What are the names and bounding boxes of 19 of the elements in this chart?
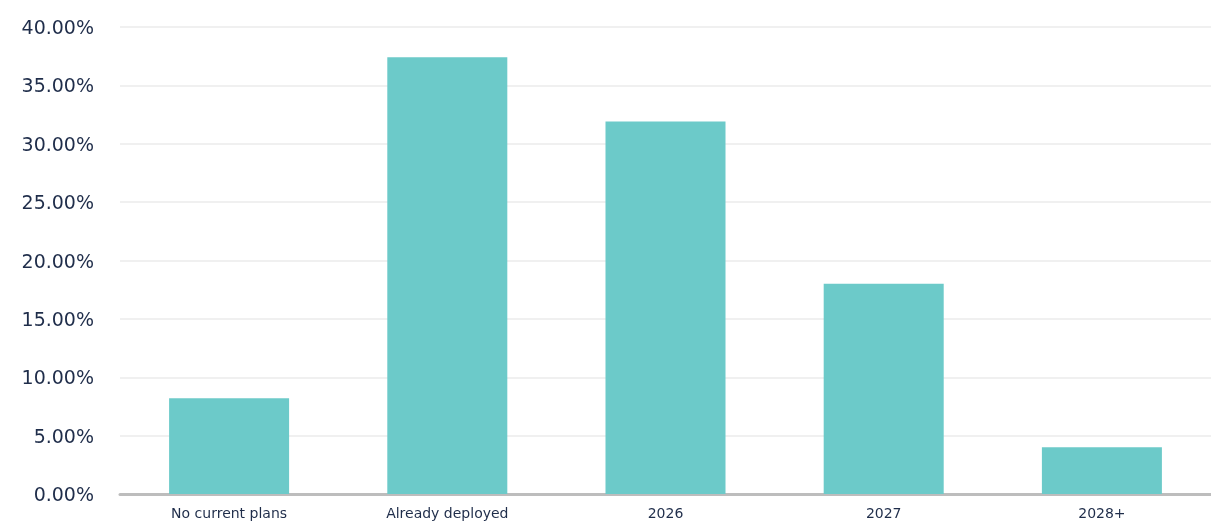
- x-tick-label: 2027: [865, 505, 902, 521]
- y-tick-label: 5.00%: [33, 424, 94, 447]
- x-tick-label: 2028+: [1078, 505, 1126, 521]
- bar: [169, 398, 290, 494]
- x-tick-label: No current plans: [171, 505, 288, 521]
- y-tick-label: 0.00%: [33, 483, 94, 505]
- bar: [1041, 447, 1162, 494]
- bar: [605, 121, 726, 494]
- y-tick-label: 25.00%: [21, 191, 94, 214]
- x-tick-label: Already deployed: [386, 505, 509, 521]
- y-tick-label: 15.00%: [21, 307, 94, 330]
- bar: [823, 283, 944, 494]
- y-tick-label: 20.00%: [21, 249, 94, 272]
- y-tick-label: 30.00%: [21, 132, 94, 155]
- y-tick-label: 40.00%: [21, 16, 94, 38]
- x-tick-label: 2026: [647, 505, 684, 521]
- bar: [387, 57, 508, 494]
- y-tick-label: 35.00%: [21, 74, 94, 97]
- y-tick-label: 10.00%: [21, 366, 94, 389]
